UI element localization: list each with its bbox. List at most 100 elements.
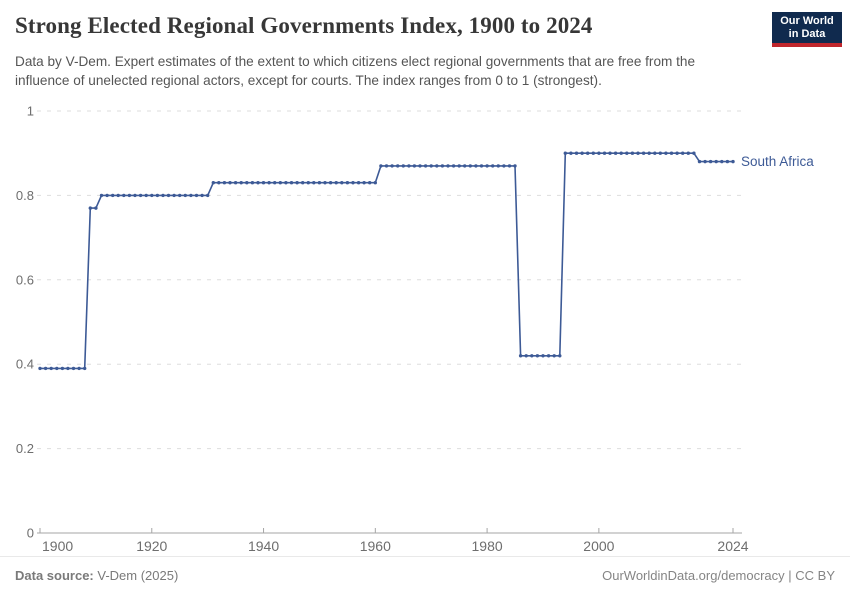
data-point bbox=[714, 159, 718, 164]
data-point bbox=[138, 193, 143, 198]
data-point bbox=[77, 366, 81, 371]
data-point bbox=[658, 151, 662, 155]
data-point bbox=[479, 164, 484, 168]
data-point bbox=[502, 164, 506, 168]
data-point bbox=[278, 181, 282, 185]
data-point bbox=[71, 366, 76, 371]
data-point bbox=[664, 151, 668, 155]
data-point bbox=[407, 164, 411, 168]
data-point bbox=[99, 193, 104, 198]
data-point bbox=[83, 366, 87, 371]
data-point bbox=[317, 181, 322, 185]
data-point bbox=[43, 366, 48, 371]
data-point bbox=[608, 151, 612, 155]
data-point bbox=[507, 164, 512, 168]
data-point bbox=[379, 164, 383, 168]
data-point bbox=[306, 181, 310, 185]
data-point bbox=[239, 181, 243, 185]
gridlines bbox=[37, 110, 742, 534]
x-axis: 1900 1920 1940 1960 1980 2000 2024 bbox=[39, 528, 749, 554]
data-point bbox=[133, 193, 137, 198]
data-point bbox=[625, 151, 629, 155]
data-point bbox=[686, 151, 690, 155]
data-point bbox=[485, 164, 489, 168]
line-chart: 0 0.2 0.4 0.6 0.8 1 1900 1920 1940 1960 1980 2000 20… bbox=[0, 95, 850, 555]
data-point bbox=[513, 164, 517, 168]
data-point bbox=[127, 193, 132, 198]
data-point bbox=[49, 366, 53, 371]
data-point bbox=[362, 181, 366, 185]
data-point bbox=[256, 181, 260, 185]
data-point bbox=[446, 164, 450, 168]
data-point bbox=[183, 193, 187, 198]
y-tick-label: 0.2 bbox=[16, 441, 34, 456]
owid-logo[interactable]: Our World in Data bbox=[772, 12, 842, 47]
y-tick-label: 0.8 bbox=[16, 188, 34, 203]
data-point bbox=[284, 181, 288, 185]
data-point bbox=[178, 193, 182, 198]
y-tick-label: 0.6 bbox=[16, 272, 34, 287]
data-point bbox=[122, 193, 126, 198]
data-point bbox=[423, 164, 428, 168]
data-point bbox=[356, 181, 361, 185]
data-point bbox=[368, 181, 372, 185]
x-tick-label: 2000 bbox=[583, 538, 614, 554]
data-point bbox=[111, 193, 115, 198]
data-point bbox=[150, 193, 154, 198]
data-point bbox=[731, 159, 735, 164]
data-point bbox=[233, 181, 238, 185]
data-point bbox=[720, 159, 724, 164]
owid-logo-red-bar bbox=[772, 43, 842, 47]
data-point bbox=[602, 151, 607, 155]
data-point bbox=[619, 151, 623, 155]
data-point bbox=[206, 193, 210, 198]
data-point bbox=[451, 164, 456, 168]
data-point bbox=[166, 193, 171, 198]
chart-subtitle: Data by V-Dem. Expert estimates of the e… bbox=[15, 54, 696, 89]
data-point bbox=[396, 164, 400, 168]
data-point bbox=[435, 164, 439, 168]
data-point bbox=[301, 181, 305, 185]
data-source: Data source: V-Dem (2025) bbox=[15, 568, 178, 598]
data-point bbox=[144, 193, 148, 198]
data-point bbox=[245, 181, 249, 185]
x-tick-label: 1920 bbox=[136, 538, 167, 554]
license-link[interactable]: OurWorldinData.org/democracy | CC BY bbox=[602, 568, 835, 583]
x-tick-label: 1980 bbox=[472, 538, 503, 554]
south-africa-line[interactable] bbox=[40, 152, 733, 370]
chart-footer: Data source: V-Dem (2025) OurWorldinData… bbox=[0, 556, 850, 598]
data-point bbox=[692, 151, 696, 155]
data-point bbox=[55, 366, 59, 371]
data-point bbox=[697, 159, 702, 164]
data-point bbox=[552, 354, 556, 358]
series-label-south-africa[interactable]: South Africa bbox=[741, 154, 814, 169]
data-point bbox=[88, 206, 93, 210]
owid-logo-box: Our World in Data bbox=[772, 12, 842, 43]
data-point bbox=[474, 164, 478, 168]
y-axis-labels: 0 0.2 0.4 0.6 0.8 1 bbox=[16, 104, 34, 541]
data-point bbox=[613, 151, 618, 155]
data-point bbox=[630, 151, 635, 155]
data-point bbox=[340, 181, 344, 185]
data-point bbox=[541, 354, 545, 358]
data-point bbox=[38, 366, 42, 371]
data-point bbox=[535, 354, 540, 358]
data-point bbox=[496, 164, 500, 168]
data-point bbox=[440, 164, 445, 168]
data-point bbox=[636, 151, 640, 155]
data-point bbox=[725, 159, 730, 164]
data-point bbox=[597, 151, 601, 155]
data-points[interactable] bbox=[38, 151, 735, 371]
data-point bbox=[155, 193, 160, 198]
data-point bbox=[390, 164, 394, 168]
owid-logo-line2: in Data bbox=[788, 28, 826, 40]
x-tick-label: 1960 bbox=[360, 538, 391, 554]
y-tick-label: 0 bbox=[27, 526, 34, 541]
data-point bbox=[463, 164, 467, 168]
data-point bbox=[200, 193, 204, 198]
data-point bbox=[222, 181, 227, 185]
data-point bbox=[328, 181, 333, 185]
data-point bbox=[312, 181, 316, 185]
x-tick-label: 1940 bbox=[248, 538, 279, 554]
